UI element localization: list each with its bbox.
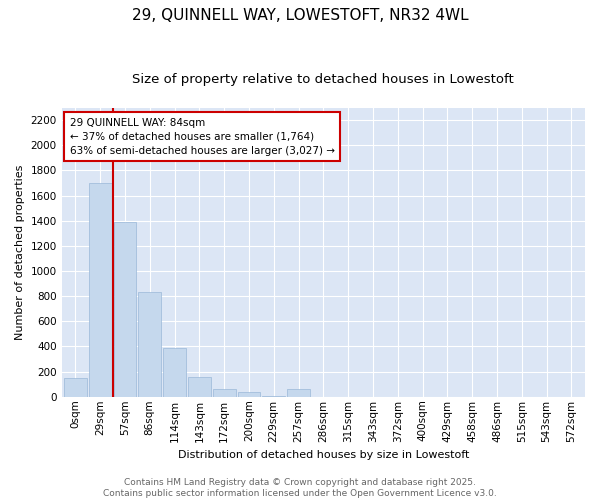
Bar xyxy=(238,392,260,397)
Text: 29 QUINNELL WAY: 84sqm
← 37% of detached houses are smaller (1,764)
63% of semi-: 29 QUINNELL WAY: 84sqm ← 37% of detached… xyxy=(70,118,335,156)
Bar xyxy=(262,396,285,397)
Bar xyxy=(163,348,186,397)
Bar xyxy=(213,389,236,397)
Bar xyxy=(64,378,87,397)
X-axis label: Distribution of detached houses by size in Lowestoft: Distribution of detached houses by size … xyxy=(178,450,469,460)
Bar xyxy=(113,222,136,397)
Bar xyxy=(188,376,211,397)
Text: Contains HM Land Registry data © Crown copyright and database right 2025.
Contai: Contains HM Land Registry data © Crown c… xyxy=(103,478,497,498)
Bar xyxy=(89,183,112,397)
Bar xyxy=(287,389,310,397)
Title: Size of property relative to detached houses in Lowestoft: Size of property relative to detached ho… xyxy=(133,72,514,86)
Y-axis label: Number of detached properties: Number of detached properties xyxy=(15,164,25,340)
Text: 29, QUINNELL WAY, LOWESTOFT, NR32 4WL: 29, QUINNELL WAY, LOWESTOFT, NR32 4WL xyxy=(131,8,469,22)
Bar xyxy=(139,292,161,397)
